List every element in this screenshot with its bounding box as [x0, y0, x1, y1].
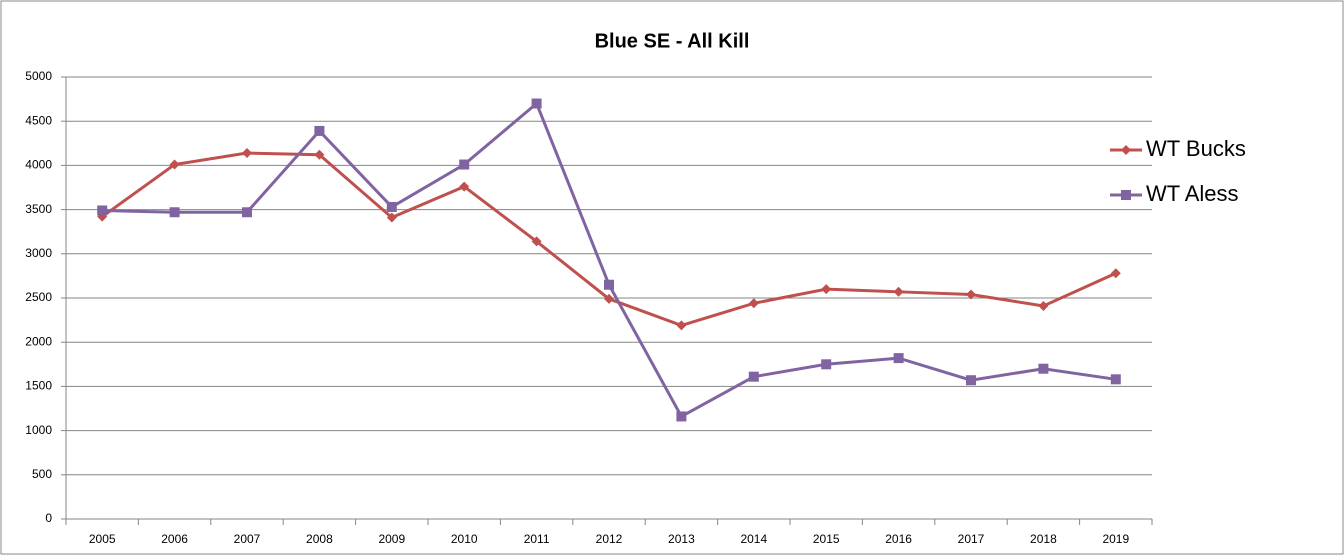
x-tick-label: 2014 — [740, 532, 767, 546]
x-tick-label: 2009 — [378, 532, 405, 546]
x-tick-label: 2006 — [161, 532, 188, 546]
data-point — [748, 371, 759, 382]
data-point — [604, 279, 614, 290]
y-tick-label: 1500 — [25, 379, 52, 393]
data-point — [893, 286, 904, 297]
data-point — [1038, 300, 1049, 311]
data-point — [1110, 268, 1121, 279]
data-point — [169, 207, 180, 218]
legend-marker — [1121, 145, 1131, 155]
y-tick-label: 3500 — [25, 202, 52, 216]
data-point — [531, 98, 542, 109]
legend-marker — [1121, 190, 1131, 200]
legend-label: WT Aless — [1146, 181, 1239, 206]
x-tick-label: 2005 — [89, 532, 116, 546]
data-point — [966, 375, 976, 386]
x-tick-label: 2017 — [958, 532, 985, 546]
x-tick-label: 2019 — [1102, 532, 1129, 546]
y-tick-label: 2500 — [25, 290, 52, 304]
data-point — [821, 284, 832, 295]
y-tick-label: 4000 — [25, 158, 52, 172]
data-point — [386, 201, 397, 212]
x-tick-label: 2016 — [885, 532, 912, 546]
x-tick-label: 2011 — [524, 532, 550, 546]
y-tick-label: 500 — [32, 467, 52, 481]
data-point — [386, 212, 397, 223]
data-point — [676, 320, 687, 331]
data-point — [242, 207, 252, 218]
chart-title: Blue SE - All Kill — [595, 30, 750, 52]
data-point — [314, 149, 325, 160]
y-tick-label: 0 — [45, 511, 52, 525]
y-tick-label: 4500 — [25, 113, 52, 127]
x-tick-label: 2008 — [306, 532, 333, 546]
y-tick-label: 1000 — [25, 423, 52, 437]
data-point — [1110, 374, 1121, 385]
data-point — [821, 359, 832, 370]
x-tick-label: 2013 — [668, 532, 695, 546]
y-tick-label: 5000 — [25, 69, 52, 83]
x-tick-label: 2015 — [813, 532, 840, 546]
x-tick-label: 2018 — [1030, 532, 1057, 546]
legend-label: WT Bucks — [1146, 136, 1246, 161]
data-point — [966, 289, 976, 300]
data-point — [459, 181, 470, 192]
data-point — [531, 236, 542, 247]
x-tick-label: 2012 — [596, 532, 623, 546]
data-point — [314, 125, 325, 136]
data-point — [893, 353, 904, 364]
x-tick-label: 2007 — [234, 532, 261, 546]
data-point — [97, 205, 108, 216]
data-point — [748, 298, 759, 309]
x-tick-label: 2010 — [451, 532, 478, 546]
y-tick-label: 2000 — [25, 334, 52, 348]
data-point — [459, 159, 470, 170]
data-point — [1038, 363, 1049, 374]
data-point — [676, 411, 687, 422]
data-point — [169, 159, 180, 170]
data-point — [242, 148, 252, 159]
data-point — [604, 293, 614, 304]
y-tick-label: 3000 — [25, 246, 52, 260]
